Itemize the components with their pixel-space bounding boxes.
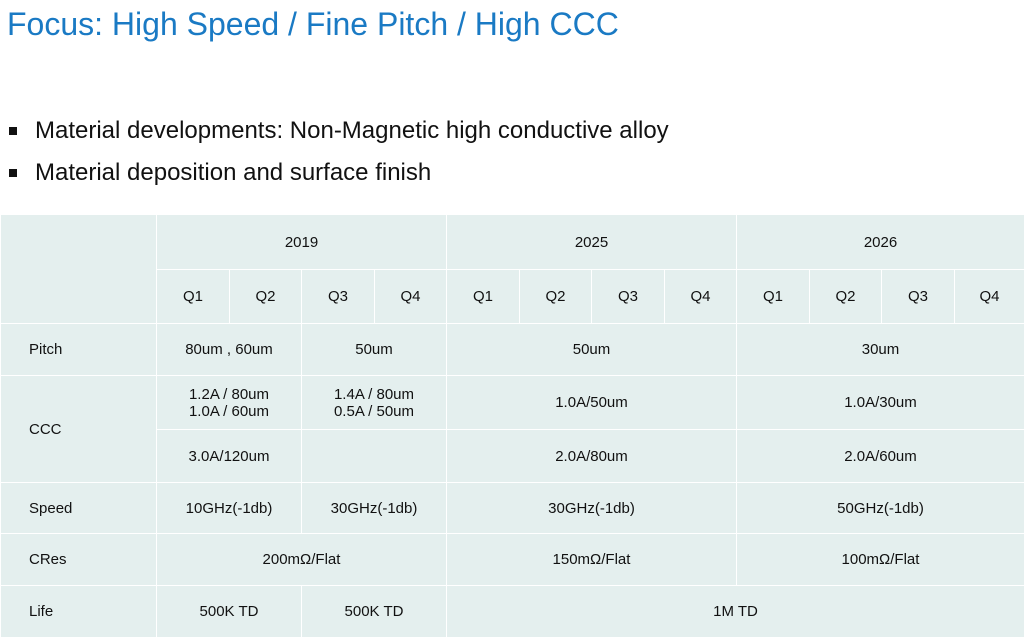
bullet-list: Material developments: Non-Magnetic high… [8, 110, 669, 194]
quarter-header-cell: Q1 [737, 270, 810, 324]
quarter-header-cell: Q2 [520, 270, 592, 324]
table-cell: 30GHz(-1db) [447, 483, 737, 534]
cell-line: 1.0A / 60um [157, 403, 301, 420]
corner-cell [1, 215, 157, 324]
ccc-row: CCC 1.2A / 80um 1.0A / 60um 1.4A / 80um … [1, 376, 1024, 430]
life-row: Life 500K TD 500K TD 1M TD [1, 586, 1024, 638]
square-bullet-icon [9, 127, 17, 135]
table-cell [302, 430, 447, 483]
bullet-item: Material deposition and surface finish [8, 152, 669, 194]
row-label: CRes [1, 534, 157, 586]
table-cell: 50um [302, 324, 447, 376]
cres-row: CRes 200mΩ/Flat 150mΩ/Flat 100mΩ/Flat [1, 534, 1024, 586]
table-cell: 2.0A/80um [447, 430, 737, 483]
quarter-header-cell: Q1 [447, 270, 520, 324]
quarter-header-cell: Q2 [810, 270, 882, 324]
quarter-header-cell: Q2 [230, 270, 302, 324]
table-cell: 10GHz(-1db) [157, 483, 302, 534]
table-cell: 1.2A / 80um 1.0A / 60um [157, 376, 302, 430]
year-header-cell: 2019 [157, 215, 447, 270]
table-cell: 2.0A/60um [737, 430, 1024, 483]
table-cell: 30um [737, 324, 1024, 376]
pitch-row: Pitch 80um , 60um 50um 50um 30um [1, 324, 1024, 376]
table-cell: 80um , 60um [157, 324, 302, 376]
table-cell: 1.4A / 80um 0.5A / 50um [302, 376, 447, 430]
table-cell: 50um [447, 324, 737, 376]
table-cell: 1.0A/50um [447, 376, 737, 430]
roadmap-table: 2019 2025 2026 Q1 Q2 Q3 Q4 Q1 Q2 Q3 Q4 Q… [0, 214, 1024, 638]
table-cell: 1M TD [447, 586, 1024, 638]
cell-line: 1.2A / 80um [157, 386, 301, 403]
quarter-header-cell: Q4 [375, 270, 447, 324]
row-label: Pitch [1, 324, 157, 376]
bullet-text: Material deposition and surface finish [35, 159, 431, 187]
cell-line: 0.5A / 50um [302, 403, 446, 420]
quarter-header-cell: Q3 [882, 270, 955, 324]
bullet-item: Material developments: Non-Magnetic high… [8, 110, 669, 152]
row-label: Life [1, 586, 157, 638]
table-cell: 500K TD [302, 586, 447, 638]
table-cell: 30GHz(-1db) [302, 483, 447, 534]
table-cell: 3.0A/120um [157, 430, 302, 483]
table-cell: 100mΩ/Flat [737, 534, 1024, 586]
quarter-header-cell: Q3 [592, 270, 665, 324]
table-cell: 50GHz(-1db) [737, 483, 1024, 534]
cell-line: 1.4A / 80um [302, 386, 446, 403]
page-title: Focus: High Speed / Fine Pitch / High CC… [7, 6, 619, 43]
table-cell: 200mΩ/Flat [157, 534, 447, 586]
quarter-header-cell: Q4 [955, 270, 1024, 324]
year-header-cell: 2026 [737, 215, 1024, 270]
speed-row: Speed 10GHz(-1db) 30GHz(-1db) 30GHz(-1db… [1, 483, 1024, 534]
table-cell: 150mΩ/Flat [447, 534, 737, 586]
quarter-header-cell: Q1 [157, 270, 230, 324]
row-label: CCC [1, 376, 157, 483]
bullet-text: Material developments: Non-Magnetic high… [35, 117, 669, 145]
quarter-header-cell: Q4 [665, 270, 737, 324]
quarter-header-cell: Q3 [302, 270, 375, 324]
year-header-cell: 2025 [447, 215, 737, 270]
square-bullet-icon [9, 169, 17, 177]
year-header-row: 2019 2025 2026 [1, 215, 1024, 270]
row-label: Speed [1, 483, 157, 534]
table-cell: 1.0A/30um [737, 376, 1024, 430]
table-cell: 500K TD [157, 586, 302, 638]
